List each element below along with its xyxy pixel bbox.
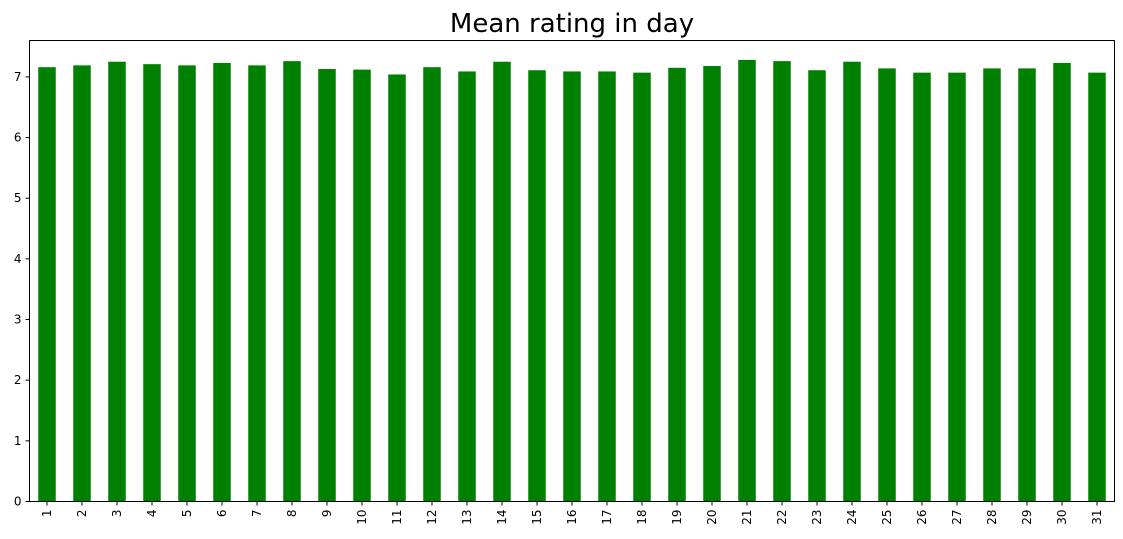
x-tick-label-29: 29 [1020, 510, 1034, 525]
x-tick-label-30: 30 [1055, 510, 1069, 525]
bar-6 [213, 62, 231, 502]
x-tick-label-9: 9 [320, 510, 334, 518]
bar-14 [493, 61, 511, 502]
x-tick-label-3: 3 [110, 510, 124, 518]
bars-group [38, 59, 1106, 502]
bar-22 [773, 61, 791, 502]
x-tick-label-12: 12 [425, 510, 439, 525]
x-tick-label-31: 31 [1090, 510, 1104, 525]
bar-19 [668, 67, 686, 502]
bar-12 [423, 67, 441, 502]
bar-24 [843, 61, 861, 502]
y-tick-label-3: 3 [14, 313, 22, 327]
x-tick-label-10: 10 [355, 510, 369, 525]
x-tick-label-7: 7 [250, 510, 264, 518]
bar-20 [703, 65, 721, 502]
x-tick-label-4: 4 [145, 510, 159, 518]
bar-30 [1053, 62, 1071, 502]
y-axis: 0 1 2 3 4 5 6 7 [14, 70, 30, 509]
bar-28 [983, 68, 1001, 502]
bar-1 [38, 67, 56, 502]
bar-8 [283, 61, 301, 502]
x-tick-label-13: 13 [460, 510, 474, 525]
bar-10 [353, 69, 371, 502]
x-tick-label-14: 14 [495, 510, 509, 525]
x-tick-label-22: 22 [775, 510, 789, 525]
bar-23 [808, 70, 826, 502]
x-tick-label-16: 16 [565, 510, 579, 525]
y-tick-label-1: 1 [14, 434, 22, 448]
bar-16 [563, 71, 581, 502]
y-tick-label-6: 6 [14, 131, 22, 145]
x-tick-label-20: 20 [705, 510, 719, 525]
bar-4 [143, 64, 161, 502]
bar-3 [108, 61, 126, 502]
bar-15 [528, 70, 546, 502]
x-tick-label-11: 11 [390, 510, 404, 525]
x-tick-label-5: 5 [180, 510, 194, 518]
plot-frame [29, 40, 1115, 502]
y-tick-label-5: 5 [14, 191, 22, 205]
x-tick-label-1: 1 [40, 510, 54, 518]
x-tick-label-17: 17 [600, 510, 614, 525]
x-tick-label-23: 23 [810, 510, 824, 525]
bar-17 [598, 71, 616, 502]
bar-13 [458, 71, 476, 502]
x-axis: 1 2 3 4 5 6 7 8 9 10 11 12 13 14 15 16 17 18 19 20 21 22 23 24 2… [40, 501, 1104, 525]
x-tick-label-8: 8 [285, 510, 299, 518]
bar-26 [913, 72, 931, 502]
bar-25 [878, 68, 896, 502]
bar-9 [318, 69, 336, 502]
x-tick-label-2: 2 [75, 510, 89, 518]
bar-31 [1088, 72, 1106, 502]
bar-18 [633, 72, 651, 502]
x-tick-label-21: 21 [740, 510, 754, 525]
x-tick-label-26: 26 [915, 510, 929, 525]
bar-11 [388, 74, 406, 502]
bar-27 [948, 72, 966, 502]
x-tick-label-28: 28 [985, 510, 999, 525]
bar-5 [178, 65, 196, 502]
y-tick-label-0: 0 [14, 495, 22, 509]
x-tick-label-24: 24 [845, 510, 859, 525]
x-tick-label-6: 6 [215, 510, 229, 518]
bar-29 [1018, 68, 1036, 502]
bar-21 [738, 59, 756, 502]
x-tick-label-27: 27 [950, 510, 964, 525]
x-tick-label-15: 15 [530, 510, 544, 525]
bar-2 [73, 65, 91, 502]
x-tick-label-25: 25 [880, 510, 894, 525]
bar-7 [248, 65, 266, 502]
x-tick-label-18: 18 [635, 510, 649, 525]
y-tick-label-2: 2 [14, 373, 22, 387]
y-tick-label-7: 7 [14, 70, 22, 84]
x-tick-label-19: 19 [670, 510, 684, 525]
y-tick-label-4: 4 [14, 252, 22, 266]
chart-title: Mean rating in day [450, 9, 694, 39]
